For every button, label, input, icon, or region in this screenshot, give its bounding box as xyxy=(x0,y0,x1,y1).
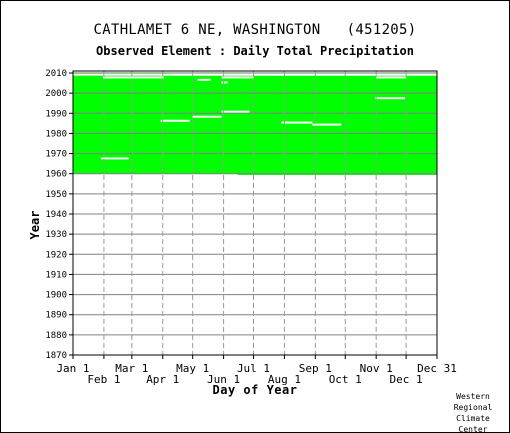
missing-gap xyxy=(281,121,313,124)
x-tick-label: Oct 1 xyxy=(329,373,362,386)
missing-gap xyxy=(376,76,407,79)
x-tick-label: Dec 31 xyxy=(417,362,457,375)
y-tick-label: 1880 xyxy=(45,331,67,341)
missing-gap xyxy=(171,73,437,76)
missing-gap xyxy=(221,76,254,79)
y-tick-label: 1970 xyxy=(45,150,67,160)
y-tick-label: 1950 xyxy=(45,190,67,200)
x-tick-label: Nov 1 xyxy=(360,362,393,375)
credit-text: Western Regional Climate Center xyxy=(443,391,503,433)
y-tick-label: 1870 xyxy=(45,351,67,361)
y-axis-label: Year xyxy=(28,210,42,240)
y-tick-label: 1960 xyxy=(45,170,67,180)
missing-gap xyxy=(312,123,342,126)
x-tick-label: Aug 1 xyxy=(268,373,301,386)
y-tick-label: 1990 xyxy=(45,109,67,119)
x-tick-label: Dec 1 xyxy=(390,373,423,386)
credit-line: Western xyxy=(456,392,490,401)
missing-gap xyxy=(197,78,211,81)
y-tick-label: 2000 xyxy=(45,89,67,99)
credit-line: Climate xyxy=(456,414,490,423)
missing-gap xyxy=(102,76,164,79)
y-tick-label: 1980 xyxy=(45,129,67,139)
x-tick-label: Mar 1 xyxy=(115,362,148,375)
y-tick-label: 1910 xyxy=(45,270,67,280)
y-tick-label: 1900 xyxy=(45,291,67,301)
data-coverage xyxy=(73,72,437,175)
credit-line: Regional xyxy=(453,403,493,412)
missing-gap xyxy=(221,110,250,113)
y-tick-label: 1890 xyxy=(45,311,67,321)
x-tick-label: Jul 1 xyxy=(237,362,270,375)
y-tick-label: 1930 xyxy=(45,230,67,240)
missing-gap xyxy=(160,119,190,122)
x-tick-label: Feb 1 xyxy=(87,373,120,386)
x-tick-label: Jan 1 xyxy=(56,362,89,375)
x-tick-label: Apr 1 xyxy=(146,373,179,386)
y-tick-label: 2010 xyxy=(45,69,67,79)
x-axis-label: Day of Year xyxy=(212,383,298,397)
missing-gap xyxy=(375,97,406,100)
chart-title: CATHLAMET 6 NE, WASHINGTON (451205) xyxy=(93,22,417,38)
missing-gap xyxy=(73,173,238,176)
chart-subtitle: Observed Element : Daily Total Precipita… xyxy=(96,44,414,58)
credit-line: Center xyxy=(458,425,488,433)
missing-gap xyxy=(192,115,222,118)
plot-border xyxy=(72,70,438,356)
y-tick-label: 1940 xyxy=(45,210,67,220)
x-tick-label: May 1 xyxy=(176,362,209,375)
y-tick-label: 1920 xyxy=(45,250,67,260)
missing-gap xyxy=(100,157,129,160)
x-tick-label: Sep 1 xyxy=(299,362,332,375)
x-tick-label: Jun 1 xyxy=(207,373,240,386)
missing-gap xyxy=(221,81,228,84)
